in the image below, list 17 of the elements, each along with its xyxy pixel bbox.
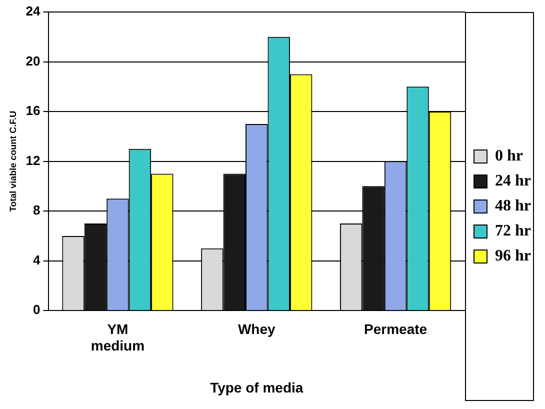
- x-tick-label: YM medium: [90, 320, 145, 354]
- legend-label: 48 hr: [495, 198, 531, 215]
- legend-label: 96 hr: [495, 248, 531, 265]
- y-axis-title: Total viable count C.F.U: [8, 110, 18, 212]
- x-tick-label: Whey: [238, 320, 276, 337]
- y-tick-label: 0: [33, 302, 40, 318]
- y-tick-label: 12: [26, 152, 40, 168]
- y-tick-label: 20: [26, 53, 40, 68]
- legend-label: 72 hr: [495, 222, 531, 240]
- legend-label: 0 hr: [495, 148, 523, 165]
- y-tick-label: 4: [33, 252, 42, 268]
- legend-label: 24 hr: [495, 172, 531, 190]
- y-tick-label: 16: [26, 103, 40, 118]
- y-tick-label: 8: [33, 202, 40, 218]
- x-axis-title: Type of media: [210, 379, 304, 396]
- x-tick-label: Permeate: [364, 320, 428, 337]
- y-tick-label: 24: [26, 4, 42, 19]
